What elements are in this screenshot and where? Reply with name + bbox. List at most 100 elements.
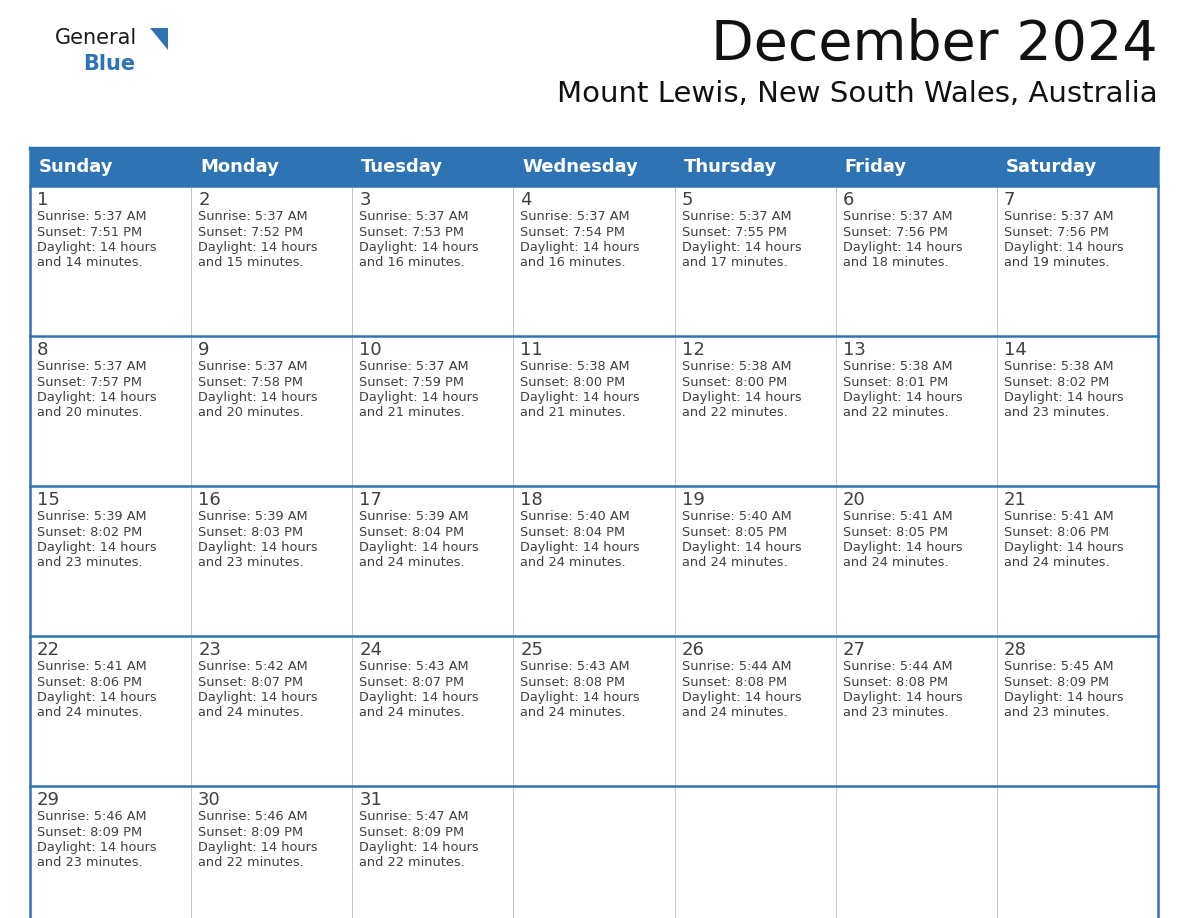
Text: 4: 4 xyxy=(520,191,532,209)
Text: Sunset: 8:05 PM: Sunset: 8:05 PM xyxy=(842,525,948,539)
Text: 16: 16 xyxy=(198,491,221,509)
Text: 6: 6 xyxy=(842,191,854,209)
Bar xyxy=(997,336,1158,486)
Text: Sunrise: 5:45 AM: Sunrise: 5:45 AM xyxy=(1004,660,1113,673)
Bar xyxy=(513,636,675,786)
Text: Daylight: 14 hours: Daylight: 14 hours xyxy=(359,841,479,854)
Text: and 20 minutes.: and 20 minutes. xyxy=(198,407,304,420)
Text: Sunrise: 5:41 AM: Sunrise: 5:41 AM xyxy=(842,510,953,523)
Text: Sunset: 7:58 PM: Sunset: 7:58 PM xyxy=(198,375,303,388)
Text: Daylight: 14 hours: Daylight: 14 hours xyxy=(198,391,317,404)
Text: Sunset: 7:54 PM: Sunset: 7:54 PM xyxy=(520,226,625,239)
Text: General: General xyxy=(55,28,138,48)
Text: Sunset: 8:04 PM: Sunset: 8:04 PM xyxy=(359,525,465,539)
Text: Sunrise: 5:42 AM: Sunrise: 5:42 AM xyxy=(198,660,308,673)
Text: and 24 minutes.: and 24 minutes. xyxy=(520,556,626,569)
Text: Sunset: 8:09 PM: Sunset: 8:09 PM xyxy=(359,825,465,838)
Text: Daylight: 14 hours: Daylight: 14 hours xyxy=(198,241,317,254)
Bar xyxy=(997,486,1158,636)
Text: 30: 30 xyxy=(198,791,221,809)
Text: 27: 27 xyxy=(842,641,866,659)
Text: Sunset: 8:02 PM: Sunset: 8:02 PM xyxy=(37,525,143,539)
Text: and 19 minutes.: and 19 minutes. xyxy=(1004,256,1110,270)
Bar xyxy=(513,336,675,486)
Text: Sunrise: 5:37 AM: Sunrise: 5:37 AM xyxy=(198,360,308,373)
Bar xyxy=(353,786,513,918)
Text: 22: 22 xyxy=(37,641,61,659)
Polygon shape xyxy=(150,28,168,50)
Bar xyxy=(30,148,191,186)
Text: Sunrise: 5:47 AM: Sunrise: 5:47 AM xyxy=(359,810,469,823)
Text: and 24 minutes.: and 24 minutes. xyxy=(198,707,304,720)
Text: Sunrise: 5:44 AM: Sunrise: 5:44 AM xyxy=(842,660,953,673)
Text: Sunrise: 5:37 AM: Sunrise: 5:37 AM xyxy=(842,210,953,223)
Bar xyxy=(353,486,513,636)
Text: and 22 minutes.: and 22 minutes. xyxy=(359,856,465,869)
Text: 7: 7 xyxy=(1004,191,1016,209)
Text: Sunset: 8:07 PM: Sunset: 8:07 PM xyxy=(359,676,465,688)
Text: 11: 11 xyxy=(520,341,543,359)
Text: and 22 minutes.: and 22 minutes. xyxy=(842,407,948,420)
Text: Daylight: 14 hours: Daylight: 14 hours xyxy=(520,241,640,254)
Text: Sunrise: 5:41 AM: Sunrise: 5:41 AM xyxy=(1004,510,1113,523)
Bar xyxy=(675,336,835,486)
Text: Wednesday: Wednesday xyxy=(523,158,638,176)
Text: Sunset: 8:06 PM: Sunset: 8:06 PM xyxy=(37,676,143,688)
Bar xyxy=(191,636,353,786)
Text: Sunset: 7:53 PM: Sunset: 7:53 PM xyxy=(359,226,465,239)
Text: 14: 14 xyxy=(1004,341,1026,359)
Text: Daylight: 14 hours: Daylight: 14 hours xyxy=(1004,691,1124,704)
Text: 10: 10 xyxy=(359,341,381,359)
Text: Sunset: 8:08 PM: Sunset: 8:08 PM xyxy=(520,676,626,688)
Bar xyxy=(835,148,997,186)
Text: Sunday: Sunday xyxy=(39,158,114,176)
Text: Sunset: 8:02 PM: Sunset: 8:02 PM xyxy=(1004,375,1110,388)
Bar xyxy=(675,186,835,336)
Text: Sunrise: 5:37 AM: Sunrise: 5:37 AM xyxy=(682,210,791,223)
Text: Sunset: 7:57 PM: Sunset: 7:57 PM xyxy=(37,375,143,388)
Text: 20: 20 xyxy=(842,491,866,509)
Bar xyxy=(191,486,353,636)
Bar xyxy=(835,636,997,786)
Text: Sunrise: 5:44 AM: Sunrise: 5:44 AM xyxy=(682,660,791,673)
Text: Daylight: 14 hours: Daylight: 14 hours xyxy=(1004,241,1124,254)
Text: Daylight: 14 hours: Daylight: 14 hours xyxy=(842,241,962,254)
Text: 12: 12 xyxy=(682,341,704,359)
Bar xyxy=(675,786,835,918)
Text: Sunset: 8:00 PM: Sunset: 8:00 PM xyxy=(520,375,626,388)
Text: Tuesday: Tuesday xyxy=(361,158,443,176)
Text: Daylight: 14 hours: Daylight: 14 hours xyxy=(842,541,962,554)
Text: and 23 minutes.: and 23 minutes. xyxy=(37,856,143,869)
Text: and 23 minutes.: and 23 minutes. xyxy=(37,556,143,569)
Text: and 24 minutes.: and 24 minutes. xyxy=(359,556,465,569)
Text: Sunrise: 5:43 AM: Sunrise: 5:43 AM xyxy=(520,660,630,673)
Text: Sunrise: 5:43 AM: Sunrise: 5:43 AM xyxy=(359,660,469,673)
Text: and 21 minutes.: and 21 minutes. xyxy=(359,407,465,420)
Text: 24: 24 xyxy=(359,641,383,659)
Text: Sunset: 8:09 PM: Sunset: 8:09 PM xyxy=(37,825,143,838)
Text: Daylight: 14 hours: Daylight: 14 hours xyxy=(682,391,801,404)
Text: Daylight: 14 hours: Daylight: 14 hours xyxy=(37,241,157,254)
Text: Sunset: 8:09 PM: Sunset: 8:09 PM xyxy=(198,825,303,838)
Text: Mount Lewis, New South Wales, Australia: Mount Lewis, New South Wales, Australia xyxy=(557,80,1158,108)
Text: 29: 29 xyxy=(37,791,61,809)
Text: Sunset: 8:01 PM: Sunset: 8:01 PM xyxy=(842,375,948,388)
Text: Sunset: 7:56 PM: Sunset: 7:56 PM xyxy=(842,226,948,239)
Bar xyxy=(513,148,675,186)
Bar xyxy=(191,786,353,918)
Bar xyxy=(835,786,997,918)
Text: 8: 8 xyxy=(37,341,49,359)
Text: and 24 minutes.: and 24 minutes. xyxy=(682,556,788,569)
Text: Sunset: 7:51 PM: Sunset: 7:51 PM xyxy=(37,226,143,239)
Text: and 23 minutes.: and 23 minutes. xyxy=(198,556,304,569)
Text: December 2024: December 2024 xyxy=(712,18,1158,72)
Text: 17: 17 xyxy=(359,491,383,509)
Text: 23: 23 xyxy=(198,641,221,659)
Text: Sunrise: 5:37 AM: Sunrise: 5:37 AM xyxy=(520,210,630,223)
Bar xyxy=(513,786,675,918)
Text: 19: 19 xyxy=(682,491,704,509)
Text: 18: 18 xyxy=(520,491,543,509)
Text: Daylight: 14 hours: Daylight: 14 hours xyxy=(682,541,801,554)
Text: Sunset: 8:00 PM: Sunset: 8:00 PM xyxy=(682,375,786,388)
Text: and 16 minutes.: and 16 minutes. xyxy=(520,256,626,270)
